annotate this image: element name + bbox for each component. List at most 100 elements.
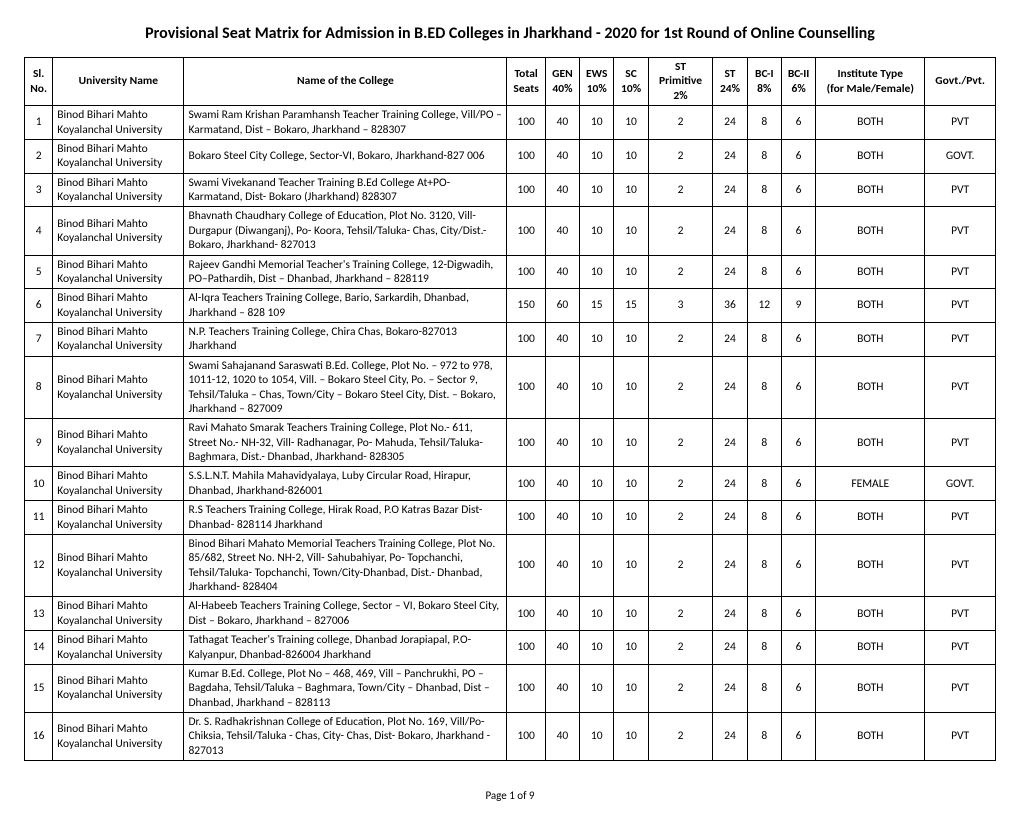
table-cell: PVT	[925, 534, 996, 597]
column-header: ST24%	[713, 58, 747, 106]
table-cell: Binod Bihari Mahto Koyalanchal Universit…	[53, 419, 184, 467]
table-cell: Swami Vivekanand Teacher Training B.Ed C…	[184, 173, 507, 207]
table-cell: 9	[781, 289, 815, 323]
table-cell: 40	[545, 106, 579, 140]
table-cell: 11	[25, 501, 53, 535]
table-cell: Binod Bihari Mahto Koyalanchal Universit…	[53, 597, 184, 631]
table-cell: 100	[507, 664, 545, 712]
table-cell: 10	[614, 255, 648, 289]
table-cell: 40	[545, 631, 579, 665]
table-cell: BOTH	[816, 501, 925, 535]
table-cell: 2	[648, 106, 713, 140]
table-cell: 5	[25, 255, 53, 289]
table-cell: 40	[545, 534, 579, 597]
table-cell: 10	[614, 173, 648, 207]
table-cell: 10	[614, 664, 648, 712]
table-cell: 2	[648, 664, 713, 712]
table-cell: 100	[507, 501, 545, 535]
table-cell: 8	[747, 631, 781, 665]
table-cell: 40	[545, 501, 579, 535]
table-cell: 6	[781, 597, 815, 631]
table-cell: 8	[747, 534, 781, 597]
table-row: 6Binod Bihari Mahto Koyalanchal Universi…	[25, 289, 996, 323]
table-cell: 3	[25, 173, 53, 207]
table-cell: 10	[580, 106, 614, 140]
table-cell: PVT	[925, 664, 996, 712]
table-cell: PVT	[925, 713, 996, 761]
table-cell: 24	[713, 713, 747, 761]
table-cell: PVT	[925, 207, 996, 255]
table-cell: 6	[781, 631, 815, 665]
table-cell: 40	[545, 356, 579, 419]
table-cell: 10	[580, 501, 614, 535]
table-cell: PVT	[925, 173, 996, 207]
table-cell: S.S.L.N.T. Mahila Mahavidyalaya, Luby Ci…	[184, 467, 507, 501]
table-cell: 10	[614, 631, 648, 665]
table-cell: 6	[781, 173, 815, 207]
table-cell: Binod Bihari Mahto Koyalanchal Universit…	[53, 106, 184, 140]
column-header: University Name	[53, 58, 184, 106]
table-cell: 10	[614, 139, 648, 173]
column-header: ST Primitive2%	[648, 58, 713, 106]
table-cell: 8	[747, 173, 781, 207]
table-cell: 100	[507, 255, 545, 289]
table-cell: 36	[713, 289, 747, 323]
table-cell: PVT	[925, 631, 996, 665]
table-row: 4Binod Bihari Mahto Koyalanchal Universi…	[25, 207, 996, 255]
table-cell: PVT	[925, 501, 996, 535]
table-cell: PVT	[925, 255, 996, 289]
table-cell: 24	[713, 419, 747, 467]
table-cell: 6	[781, 501, 815, 535]
table-cell: 24	[713, 173, 747, 207]
table-row: 16Binod Bihari Mahto Koyalanchal Univers…	[25, 713, 996, 761]
table-cell: 24	[713, 323, 747, 357]
table-cell: PVT	[925, 106, 996, 140]
table-cell: 40	[545, 419, 579, 467]
table-cell: 10	[614, 597, 648, 631]
table-cell: 8	[747, 664, 781, 712]
table-cell: PVT	[925, 289, 996, 323]
table-cell: 24	[713, 664, 747, 712]
table-cell: 6	[781, 419, 815, 467]
table-cell: 100	[507, 597, 545, 631]
table-cell: Kumar B.Ed. College, Plot No – 468, 469,…	[184, 664, 507, 712]
table-cell: Binod Bihari Mahto Koyalanchal Universit…	[53, 713, 184, 761]
table-cell: 7	[25, 323, 53, 357]
page-title: Provisional Seat Matrix for Admission in…	[24, 24, 996, 43]
table-cell: 8	[25, 356, 53, 419]
table-cell: 3	[648, 289, 713, 323]
table-cell: 100	[507, 631, 545, 665]
table-cell: 100	[507, 419, 545, 467]
table-cell: 10	[580, 356, 614, 419]
table-cell: 10	[614, 106, 648, 140]
table-cell: 100	[507, 106, 545, 140]
table-row: 12Binod Bihari Mahto Koyalanchal Univers…	[25, 534, 996, 597]
table-cell: 10	[580, 255, 614, 289]
column-header: Sl.No.	[25, 58, 53, 106]
table-cell: 10	[580, 664, 614, 712]
table-cell: 10	[580, 139, 614, 173]
table-cell: PVT	[925, 323, 996, 357]
table-cell: 24	[713, 597, 747, 631]
table-cell: 2	[648, 467, 713, 501]
table-row: 5Binod Bihari Mahto Koyalanchal Universi…	[25, 255, 996, 289]
table-cell: 10	[614, 323, 648, 357]
table-row: 1Binod Bihari Mahto Koyalanchal Universi…	[25, 106, 996, 140]
table-cell: 2	[648, 255, 713, 289]
table-cell: 10	[580, 173, 614, 207]
table-cell: 24	[713, 356, 747, 419]
table-cell: BOTH	[816, 419, 925, 467]
table-cell: Binod Bihari Mahato Memorial Teachers Tr…	[184, 534, 507, 597]
table-cell: 100	[507, 713, 545, 761]
table-cell: 1	[25, 106, 53, 140]
table-cell: Binod Bihari Mahto Koyalanchal Universit…	[53, 289, 184, 323]
table-cell: 10	[614, 467, 648, 501]
table-cell: Bokaro Steel City College, Sector-VI, Bo…	[184, 139, 507, 173]
table-cell: 24	[713, 501, 747, 535]
table-cell: 10	[614, 356, 648, 419]
table-cell: 2	[648, 139, 713, 173]
table-cell: BOTH	[816, 356, 925, 419]
table-cell: GOVT.	[925, 467, 996, 501]
table-cell: 2	[648, 419, 713, 467]
table-cell: 9	[25, 419, 53, 467]
